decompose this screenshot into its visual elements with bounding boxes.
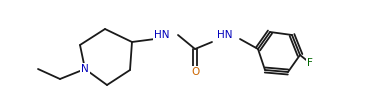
Text: HN: HN (154, 30, 170, 40)
Text: N: N (81, 64, 89, 74)
Text: F: F (307, 58, 313, 68)
Text: HN: HN (217, 30, 233, 40)
Text: O: O (191, 67, 199, 77)
